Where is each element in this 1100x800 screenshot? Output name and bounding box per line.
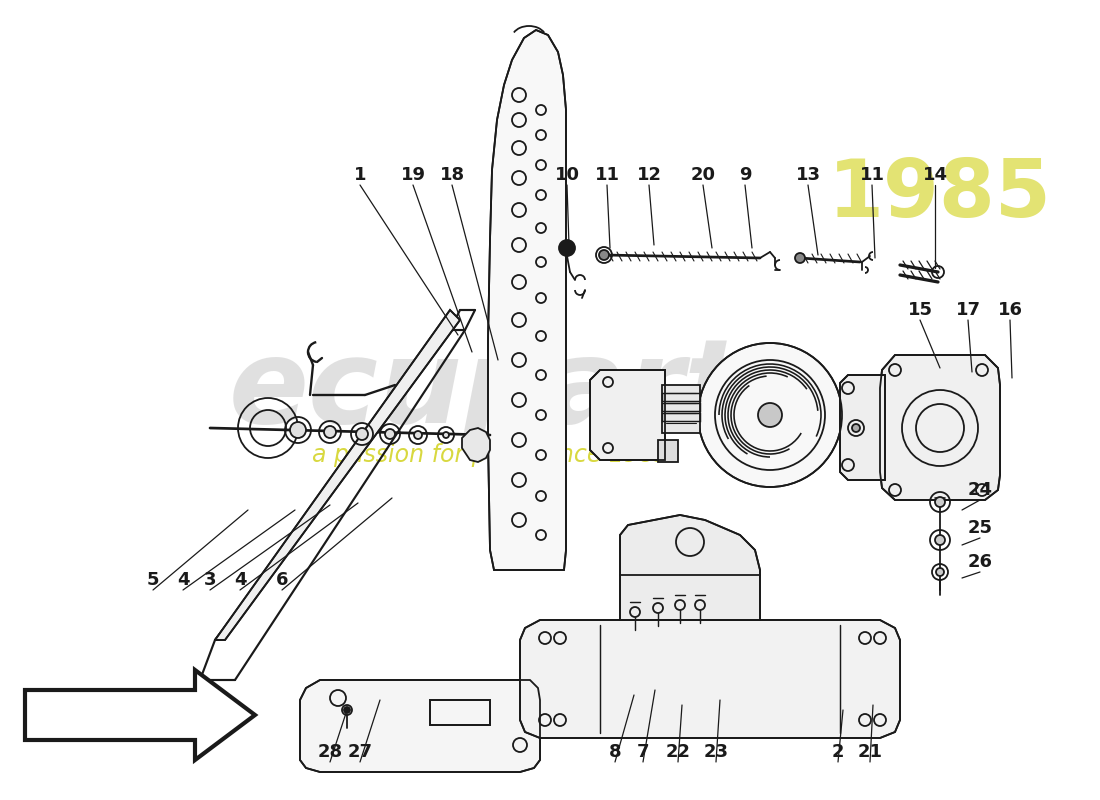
Text: 24: 24 [968, 481, 992, 499]
Circle shape [414, 431, 422, 439]
Text: 27: 27 [348, 743, 373, 761]
Text: 17: 17 [956, 301, 980, 319]
Text: 28: 28 [318, 743, 342, 761]
Circle shape [795, 253, 805, 263]
Bar [662, 403, 700, 411]
Polygon shape [620, 515, 760, 620]
Text: 25: 25 [968, 519, 992, 537]
Circle shape [290, 422, 306, 438]
Text: 11: 11 [859, 166, 884, 184]
Text: 4: 4 [177, 571, 189, 589]
Bar [662, 385, 700, 433]
Bar [658, 440, 678, 462]
Polygon shape [590, 370, 666, 460]
Circle shape [935, 497, 945, 507]
Text: a passion for parts since 1985: a passion for parts since 1985 [311, 443, 669, 467]
Circle shape [758, 403, 782, 427]
Text: 16: 16 [998, 301, 1023, 319]
Text: 13: 13 [795, 166, 821, 184]
Circle shape [698, 343, 842, 487]
Polygon shape [300, 680, 540, 772]
Bar [430, 700, 490, 725]
Text: 12: 12 [637, 166, 661, 184]
Circle shape [385, 429, 395, 439]
Text: 6: 6 [276, 571, 288, 589]
Circle shape [344, 707, 350, 713]
Text: 20: 20 [691, 166, 715, 184]
Text: 2: 2 [832, 743, 845, 761]
Circle shape [852, 424, 860, 432]
Circle shape [559, 240, 575, 256]
Text: 19: 19 [400, 166, 426, 184]
Text: 18: 18 [439, 166, 464, 184]
Text: 11: 11 [594, 166, 619, 184]
Circle shape [356, 428, 369, 440]
Text: 23: 23 [704, 743, 728, 761]
Text: 15: 15 [908, 301, 933, 319]
Text: 7: 7 [637, 743, 649, 761]
Text: 14: 14 [923, 166, 947, 184]
Polygon shape [488, 30, 566, 570]
Text: 10: 10 [554, 166, 580, 184]
Circle shape [600, 250, 609, 260]
Polygon shape [462, 428, 490, 462]
Text: 26: 26 [968, 553, 992, 571]
Polygon shape [880, 355, 1000, 500]
Text: 21: 21 [858, 743, 882, 761]
Polygon shape [840, 375, 886, 480]
Text: 4: 4 [233, 571, 246, 589]
Text: 5: 5 [146, 571, 160, 589]
Bar [430, 700, 490, 725]
Bar [662, 393, 700, 401]
Bar [662, 413, 700, 421]
Polygon shape [214, 310, 460, 640]
Text: 22: 22 [666, 743, 691, 761]
Circle shape [936, 568, 944, 576]
Polygon shape [520, 620, 900, 738]
Text: ecuparts: ecuparts [229, 333, 812, 447]
Text: 9: 9 [739, 166, 751, 184]
Text: 1985: 1985 [828, 156, 1052, 234]
Polygon shape [25, 670, 255, 760]
Text: 1: 1 [354, 166, 366, 184]
Circle shape [324, 426, 336, 438]
Text: 3: 3 [204, 571, 217, 589]
Circle shape [935, 535, 945, 545]
Circle shape [443, 432, 449, 438]
Text: 8: 8 [608, 743, 622, 761]
